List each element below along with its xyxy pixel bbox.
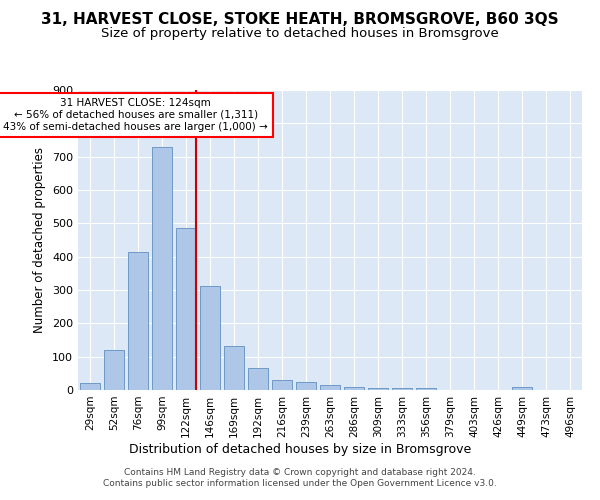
Bar bbox=[416, 388, 436, 390]
Text: Distribution of detached houses by size in Bromsgrove: Distribution of detached houses by size … bbox=[129, 442, 471, 456]
Bar bbox=[224, 346, 244, 390]
Bar bbox=[80, 382, 100, 390]
Y-axis label: Number of detached properties: Number of detached properties bbox=[34, 147, 46, 333]
Bar bbox=[152, 146, 172, 390]
Bar bbox=[296, 382, 316, 390]
Bar bbox=[128, 252, 148, 390]
Bar bbox=[392, 388, 412, 390]
Bar bbox=[104, 350, 124, 390]
Bar bbox=[344, 386, 364, 390]
Text: Size of property relative to detached houses in Bromsgrove: Size of property relative to detached ho… bbox=[101, 28, 499, 40]
Bar bbox=[176, 228, 196, 390]
Text: 31, HARVEST CLOSE, STOKE HEATH, BROMSGROVE, B60 3QS: 31, HARVEST CLOSE, STOKE HEATH, BROMSGRO… bbox=[41, 12, 559, 28]
Bar bbox=[248, 368, 268, 390]
Text: Contains HM Land Registry data © Crown copyright and database right 2024.
Contai: Contains HM Land Registry data © Crown c… bbox=[103, 468, 497, 487]
Bar bbox=[512, 386, 532, 390]
Bar bbox=[200, 286, 220, 390]
Text: 31 HARVEST CLOSE: 124sqm
← 56% of detached houses are smaller (1,311)
43% of sem: 31 HARVEST CLOSE: 124sqm ← 56% of detach… bbox=[3, 98, 268, 132]
Bar bbox=[320, 385, 340, 390]
Bar bbox=[272, 380, 292, 390]
Bar bbox=[368, 388, 388, 390]
